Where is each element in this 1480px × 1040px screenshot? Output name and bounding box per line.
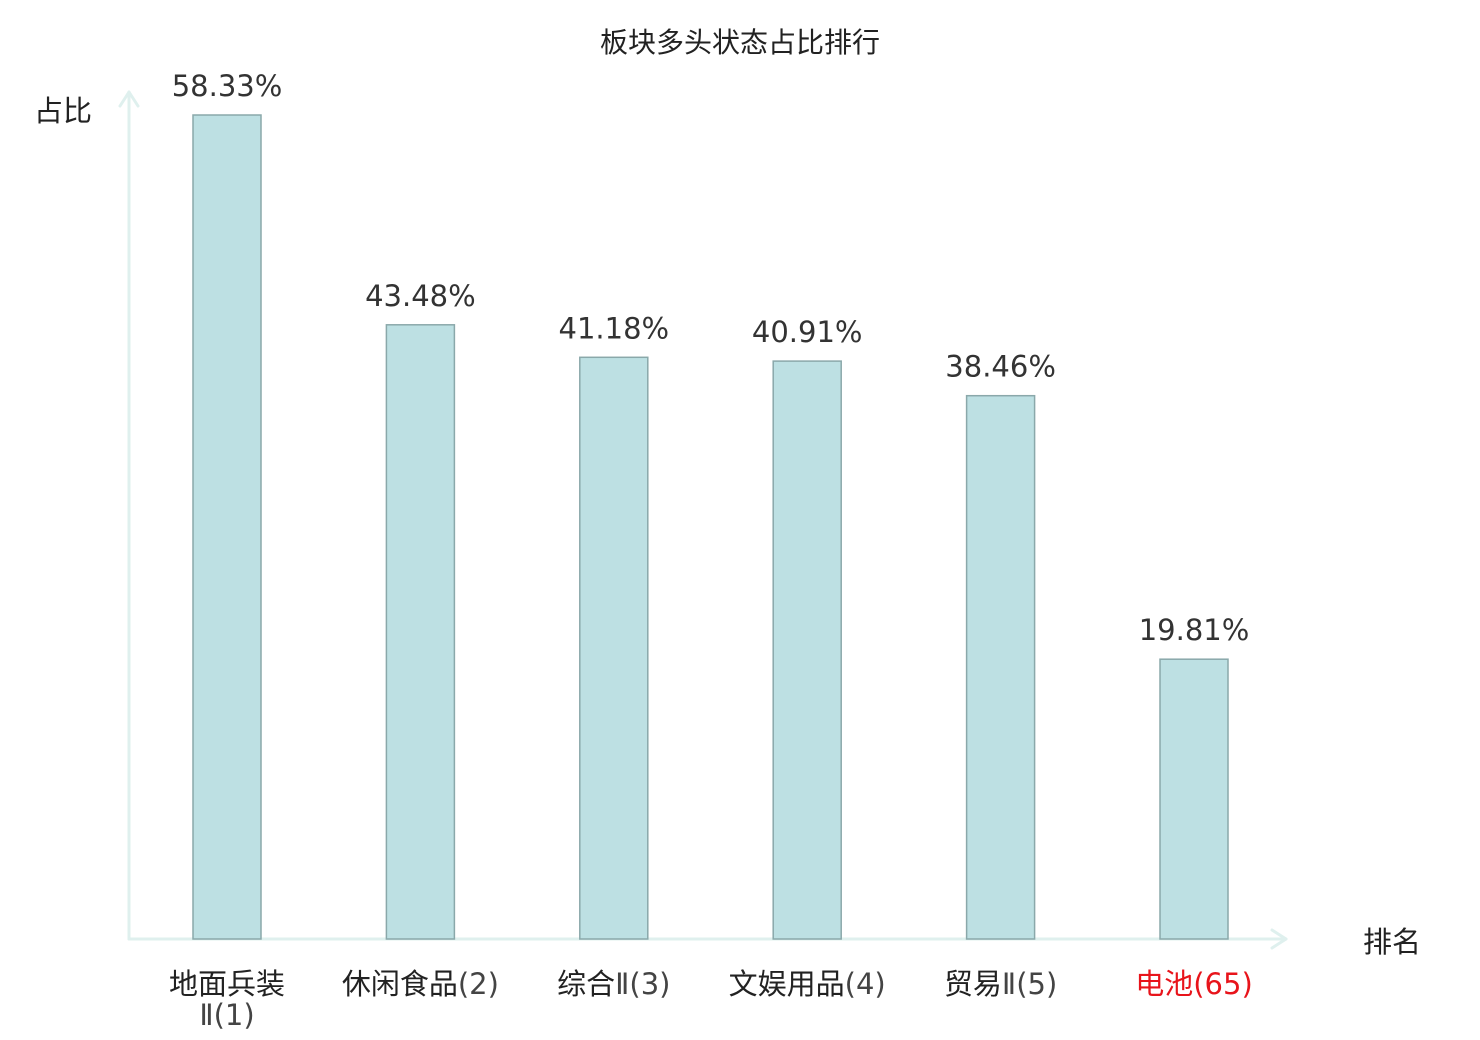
category-label-4: 文娱用品(4) (729, 967, 886, 1001)
x-axis-label: 排名 (1363, 925, 1421, 959)
category-name-4: 文娱用品 (729, 967, 845, 1001)
category-rank-5: Ⅱ(5) (1002, 967, 1057, 1001)
value-label-1: 58.33% (172, 69, 283, 103)
category-rank-1: Ⅱ(1) (199, 998, 254, 1032)
bar-2 (385, 324, 456, 940)
category-label-2: 休闲食品(2) (342, 967, 499, 1001)
category-rank-2: (2) (458, 967, 499, 1001)
category-name-5: 贸易 (944, 967, 1002, 1001)
value-label-2: 43.48% (365, 279, 476, 313)
bar-5 (965, 394, 1036, 940)
value-label-3: 41.18% (559, 311, 670, 345)
bar-3 (579, 356, 649, 940)
category-rank-4: (4) (845, 967, 886, 1001)
category-label-5: 贸易Ⅱ(5) (944, 967, 1057, 1001)
y-axis-arrow (118, 90, 140, 108)
value-label-6: 19.81% (1139, 613, 1250, 647)
axes (118, 90, 1288, 950)
value-labels-group: 58.33% 43.48% 41.18% 40.91% 38.46% 19.81% (172, 69, 1250, 647)
category-rank-6: (65) (1193, 967, 1253, 1001)
category-name-2: 休闲食品 (342, 967, 458, 1001)
category-label-6: 电池(65) (1135, 967, 1253, 1001)
bar-1 (192, 114, 262, 940)
category-name-6: 电池 (1135, 967, 1193, 1001)
category-rank-3: Ⅱ(3) (615, 967, 670, 1001)
chart-title: 板块多头状态占比排行 (600, 26, 880, 59)
bar-4 (772, 360, 842, 940)
bar-6 (1159, 658, 1229, 940)
category-label-3: 综合Ⅱ(3) (557, 967, 670, 1001)
category-name-3: 综合 (557, 967, 615, 1001)
bars-group (192, 114, 1229, 940)
x-axis-arrow (1270, 928, 1288, 950)
value-label-5: 38.46% (945, 350, 1056, 384)
value-label-4: 40.91% (752, 315, 863, 349)
y-axis-label: 占比 (34, 94, 92, 128)
category-label-1: 地面兵装 (169, 967, 285, 1001)
